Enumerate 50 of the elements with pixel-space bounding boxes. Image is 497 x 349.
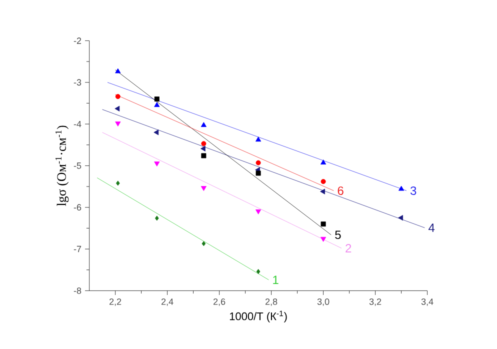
point	[154, 102, 160, 107]
y-axis-title: lgσ (Ом$^{-1}$·см$^{-1}$)	[55, 126, 69, 206]
point	[398, 214, 403, 221]
point	[398, 186, 404, 191]
point	[201, 141, 206, 146]
y-tick-label: -6	[74, 204, 82, 211]
y-tick-label: -5	[74, 162, 82, 169]
point	[256, 170, 261, 176]
point	[201, 153, 206, 158]
point	[154, 162, 160, 166]
series-label: 3	[410, 186, 416, 195]
x-tick-label: 2,6	[214, 298, 226, 306]
x-tick-label: 3,4	[421, 298, 434, 306]
point	[154, 216, 159, 221]
x-tick-label: 3,0	[317, 298, 330, 306]
point	[115, 94, 120, 100]
point	[200, 122, 206, 127]
point	[202, 241, 206, 246]
series-label: 6	[338, 186, 344, 195]
x-tick-label: 2,4	[162, 298, 174, 306]
point	[320, 222, 326, 227]
point	[200, 186, 206, 191]
x-tick-label: 2,2	[110, 298, 122, 306]
point	[256, 209, 262, 214]
point	[154, 130, 159, 136]
point	[200, 146, 206, 152]
y-tick-label: -8	[74, 288, 82, 294]
series-label: 1	[273, 276, 278, 284]
point	[256, 136, 262, 142]
x-tick-label: 2,8	[266, 298, 278, 306]
y-tick-label: -4	[74, 120, 82, 128]
series-label: 4	[428, 224, 435, 232]
y-tick-label: -7	[74, 246, 82, 252]
point	[320, 188, 326, 194]
point	[256, 160, 261, 166]
point	[256, 269, 260, 274]
x-axis-title: 1000/T (К$^{-1}$)	[230, 310, 287, 322]
series-label: 2	[346, 244, 352, 252]
point	[154, 96, 160, 102]
point	[115, 122, 121, 126]
point	[114, 106, 120, 112]
y-tick-label: -2	[74, 38, 82, 44]
x-tick-label: 3,2	[369, 298, 382, 306]
point	[320, 160, 326, 164]
point	[320, 236, 326, 242]
series-label: 5	[335, 230, 341, 240]
point	[115, 68, 121, 74]
point	[116, 180, 120, 186]
y-tick-label: -3	[74, 79, 82, 86]
point	[320, 179, 326, 184]
